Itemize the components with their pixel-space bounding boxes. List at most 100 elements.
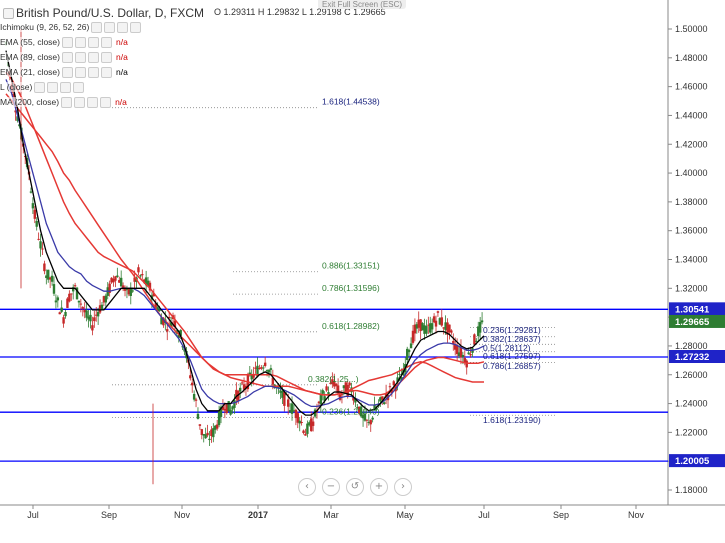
exit-fullscreen-button[interactable]: Exit Full Screen (ESC) <box>318 0 407 9</box>
candle-body <box>444 322 447 330</box>
more-icon[interactable] <box>101 37 112 49</box>
eye-icon[interactable] <box>91 22 103 34</box>
candle-body <box>313 409 317 417</box>
candle-body <box>75 287 79 300</box>
indicator-name: EMA (21, close) <box>0 67 60 77</box>
candle-body <box>248 372 251 375</box>
candle-body <box>329 382 332 384</box>
chevron-left-icon[interactable]: ‹ <box>298 478 316 496</box>
candle-body <box>125 289 129 291</box>
indicator-row[interactable]: EMA (21, close) n/a <box>0 67 128 81</box>
candle-body <box>423 325 426 334</box>
chevron-right-icon[interactable]: › <box>394 478 412 496</box>
y-tick-label: 1.26000 <box>675 370 708 380</box>
candle-body <box>384 392 388 397</box>
candle-body <box>367 421 371 423</box>
indicator-row[interactable]: MA (200, close) n/a <box>0 97 127 111</box>
candle-body <box>298 420 301 424</box>
candle-body <box>179 329 182 336</box>
more-icon[interactable] <box>100 97 112 109</box>
eye-icon[interactable] <box>62 52 73 64</box>
candle-body <box>102 296 106 303</box>
candle-body <box>133 277 136 282</box>
candle-body <box>208 438 211 441</box>
indicator-row[interactable]: EMA (89, close) n/a <box>0 52 128 66</box>
candle-body <box>400 377 403 382</box>
gear-icon[interactable] <box>104 22 116 34</box>
close-icon[interactable] <box>88 67 99 79</box>
gear-icon[interactable] <box>75 52 86 64</box>
price-label-text: 1.30541 <box>675 304 710 315</box>
indicator-row[interactable]: L (close) <box>0 82 85 96</box>
gear-icon[interactable] <box>75 67 86 79</box>
candle-body <box>256 365 259 377</box>
gear-icon[interactable] <box>47 82 59 94</box>
reset-icon[interactable]: ↺ <box>346 478 364 496</box>
candle-body <box>156 307 159 312</box>
candle-body <box>327 392 330 395</box>
candle-body <box>427 324 430 326</box>
minus-icon[interactable]: − <box>322 478 340 496</box>
candle-body <box>333 380 336 387</box>
candle-body <box>18 124 21 127</box>
indicator-row[interactable]: Ichimoku (9, 26, 52, 26) <box>0 22 142 36</box>
candle-body <box>223 408 227 411</box>
candle-body <box>139 275 142 277</box>
ma200-line <box>5 93 484 396</box>
candle-body <box>58 312 61 315</box>
candle-body <box>87 316 90 320</box>
candle-body <box>286 399 290 407</box>
candle-body <box>311 421 315 426</box>
gear-icon[interactable] <box>74 97 86 109</box>
candle-body <box>206 432 209 436</box>
candle-body <box>392 381 395 386</box>
candle-body <box>225 403 228 414</box>
x-tick-label: Sep <box>101 510 117 520</box>
eye-icon[interactable] <box>62 67 73 79</box>
candle-body <box>167 316 171 319</box>
candle-body <box>70 293 73 295</box>
close-icon[interactable] <box>88 37 99 49</box>
close-icon[interactable] <box>60 82 72 94</box>
candle-body <box>417 319 420 328</box>
candle-body <box>45 275 48 279</box>
candle-body <box>348 382 351 386</box>
candle-body <box>198 424 202 426</box>
more-icon[interactable] <box>101 52 112 64</box>
fib-level-label: 0.382(1.25...) <box>308 374 359 384</box>
candle-body <box>396 377 399 383</box>
candle-body <box>336 385 340 393</box>
y-tick-label: 1.48000 <box>675 53 708 63</box>
candle-body <box>356 407 359 409</box>
candle-body <box>43 263 46 272</box>
close-icon[interactable] <box>87 97 99 109</box>
candle-body <box>459 347 463 358</box>
eye-icon[interactable] <box>62 37 73 49</box>
candle-body <box>288 410 292 412</box>
more-icon[interactable] <box>73 82 85 94</box>
candle-body <box>219 406 223 417</box>
candle-body <box>283 391 286 406</box>
close-icon[interactable] <box>117 22 129 34</box>
gear-icon[interactable] <box>75 37 86 49</box>
candle-body <box>104 295 108 303</box>
close-icon[interactable] <box>88 52 99 64</box>
collapse-icon[interactable] <box>3 8 14 19</box>
plus-icon[interactable]: + <box>370 478 388 496</box>
more-icon[interactable] <box>130 22 142 34</box>
candle-body <box>200 429 204 435</box>
indicator-row[interactable]: EMA (55, close) n/a <box>0 37 128 51</box>
candle-body <box>342 385 346 389</box>
candle-body <box>154 303 157 308</box>
candle-body <box>215 424 219 429</box>
more-icon[interactable] <box>101 67 112 79</box>
candle-body <box>452 340 455 345</box>
price-label-badge <box>669 302 725 316</box>
candle-body <box>169 322 173 327</box>
candle-body <box>131 290 134 292</box>
price-label-badge <box>669 314 725 328</box>
eye-icon[interactable] <box>34 82 46 94</box>
candle-body <box>463 357 467 364</box>
eye-icon[interactable] <box>61 97 73 109</box>
